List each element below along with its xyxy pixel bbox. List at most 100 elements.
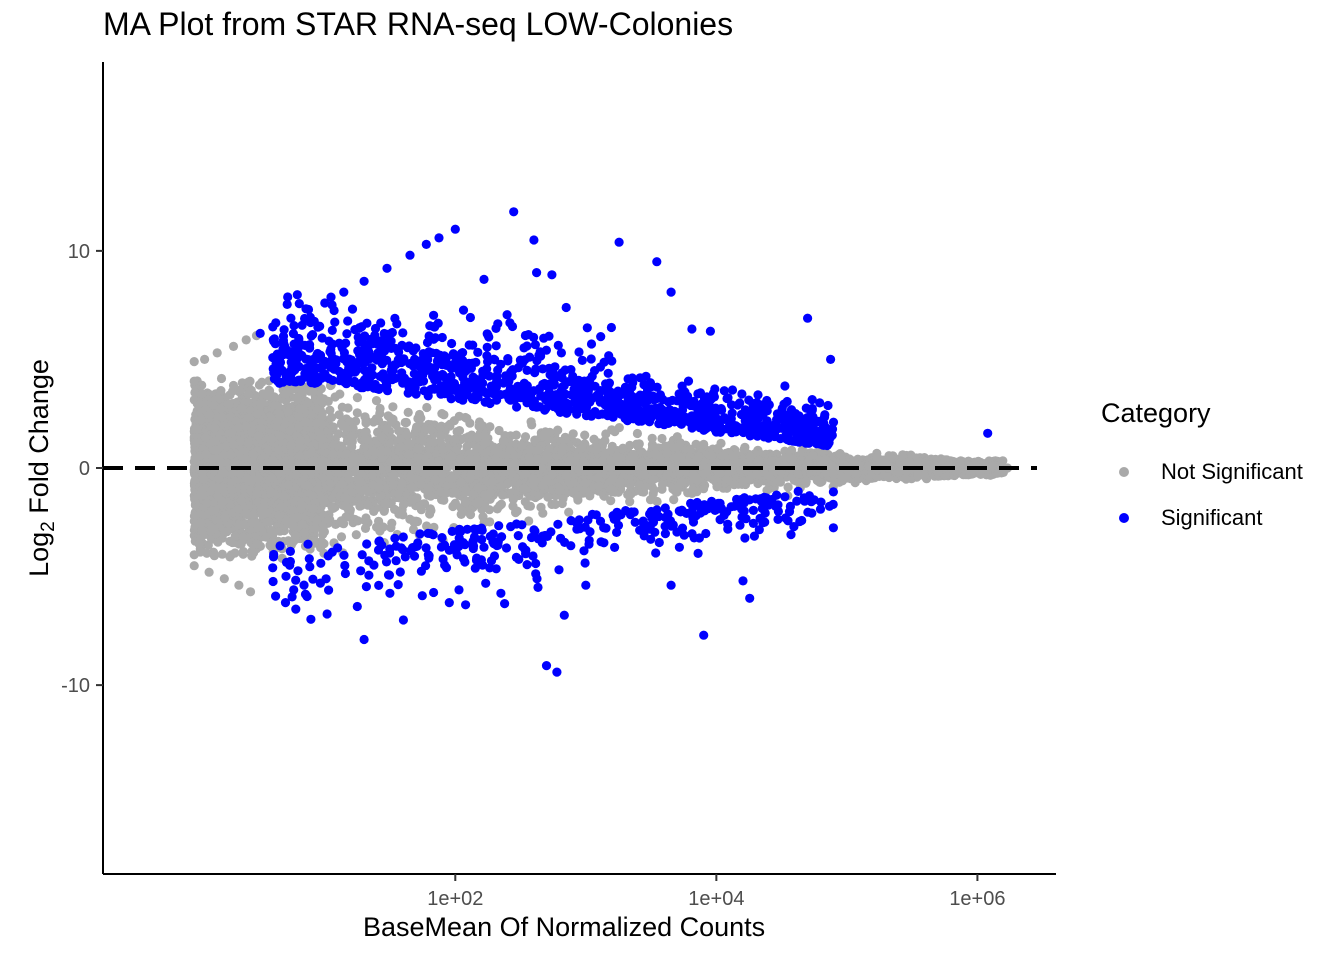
not-significant-point — [465, 509, 476, 520]
not-significant-point — [334, 410, 344, 420]
not-significant-point — [739, 444, 749, 454]
not-significant-point — [336, 419, 346, 429]
not-significant-point — [400, 417, 410, 428]
not-significant-point — [356, 453, 366, 463]
not-significant-point — [449, 500, 459, 510]
not-significant-point — [618, 443, 628, 453]
not-significant-point — [674, 441, 684, 451]
not-significant-point — [456, 509, 466, 519]
not-significant-point — [647, 433, 657, 443]
not-significant-point — [363, 500, 373, 510]
not-significant-point — [343, 403, 353, 413]
not-significant-point — [472, 443, 482, 453]
not-significant-point — [411, 424, 421, 434]
not-significant-point — [812, 475, 822, 486]
not-significant-point — [550, 499, 561, 509]
not-significant-point — [835, 449, 845, 459]
not-significant-point — [625, 440, 635, 450]
not-significant-point — [481, 437, 491, 447]
not-significant-point — [495, 501, 505, 511]
not-significant-point — [416, 505, 426, 515]
not-significant-point — [699, 439, 709, 449]
not-significant-point — [462, 442, 472, 452]
not-significant-point — [356, 477, 366, 487]
not-significant-point — [553, 425, 563, 435]
not-significant-point — [503, 478, 513, 488]
not-significant-point — [693, 475, 703, 485]
not-significant-point — [476, 421, 486, 431]
not-significant-point — [416, 479, 426, 490]
not-significant-point — [409, 516, 419, 526]
not-significant-point — [685, 444, 695, 454]
not-significant-point — [649, 485, 659, 495]
not-significant-point — [412, 493, 422, 503]
not-significant-point — [632, 428, 643, 439]
not-significant-point — [623, 490, 633, 500]
not-significant-point — [545, 427, 555, 437]
not-significant-point — [645, 495, 656, 505]
not-significant-point — [802, 458, 812, 468]
not-significant-point — [351, 530, 361, 540]
not-significant-point — [688, 485, 698, 495]
not-significant-point — [498, 490, 508, 500]
not-significant-point — [634, 439, 644, 449]
not-significant-point — [352, 393, 362, 403]
not-significant-point — [422, 521, 432, 531]
not-significant-point — [393, 489, 403, 499]
not-significant-point — [564, 507, 574, 517]
not-significant-point — [508, 494, 518, 504]
not-significant-point — [511, 430, 521, 440]
not-significant-point — [360, 523, 371, 534]
not-significant-point — [387, 417, 397, 427]
not-significant-point — [403, 407, 413, 417]
not-significant-point — [450, 487, 460, 497]
not-significant-point — [729, 480, 739, 490]
not-significant-point — [416, 413, 426, 423]
not-significant-point — [335, 389, 345, 399]
not-significant-point — [585, 491, 595, 501]
not-significant-point — [525, 501, 536, 511]
not-significant-point — [431, 475, 441, 485]
not-significant-point — [732, 458, 742, 468]
not-significant-point — [439, 410, 449, 420]
not-significant-point — [538, 508, 548, 518]
not-significant-point — [808, 450, 818, 460]
not-significant-point — [445, 419, 455, 429]
not-significant-point — [662, 449, 672, 459]
not-significant-point — [327, 412, 337, 422]
not-significant-point — [386, 523, 396, 533]
not-significant-point — [764, 471, 774, 481]
not-significant-point — [336, 532, 347, 542]
not-significant-point — [580, 430, 590, 440]
not-significant-point — [532, 453, 542, 464]
not-significant-point — [669, 495, 679, 505]
not-significant-point — [625, 497, 635, 507]
not-significant-point — [382, 446, 392, 456]
not-significant-point — [484, 505, 494, 515]
not-significant-point — [573, 493, 583, 503]
not-significant-point — [543, 492, 553, 502]
not-significant-point — [498, 436, 508, 446]
not-significant-point — [649, 474, 659, 484]
not-significant-point — [426, 491, 436, 501]
not-significant-point — [386, 457, 396, 467]
not-significant-point — [426, 506, 436, 516]
not-significant-point — [519, 483, 529, 494]
not-significant-point — [783, 482, 793, 492]
not-significant-point — [699, 484, 709, 494]
not-significant-point — [466, 473, 476, 483]
not-significant-point — [352, 408, 362, 418]
not-significant-point — [557, 498, 567, 509]
not-significant-point — [398, 510, 408, 520]
data-points — [189, 207, 1013, 677]
not-significant-point — [327, 502, 337, 512]
not-significant-point — [340, 492, 350, 503]
not-significant-point — [388, 402, 398, 412]
not-significant-point — [462, 413, 472, 423]
not-significant-point — [657, 433, 667, 444]
not-significant-point — [372, 522, 382, 532]
not-significant-point — [404, 450, 414, 460]
not-significant-point — [485, 422, 495, 432]
not-significant-point — [527, 420, 537, 430]
not-significant-point — [461, 485, 471, 495]
